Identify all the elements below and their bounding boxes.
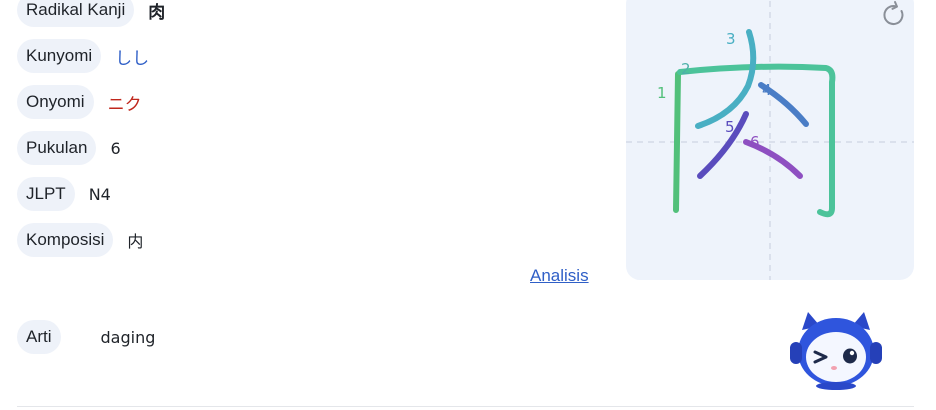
stroke-number-6: 6 <box>750 133 760 151</box>
onyomi-value[interactable]: ニク <box>107 94 142 115</box>
kunyomi-row: Kunyomi しし <box>17 39 149 73</box>
analysis-link[interactable]: Analisis <box>530 266 589 285</box>
pukulan-value: 6 <box>110 138 121 158</box>
komposisi-label: Komposisi <box>17 223 114 257</box>
onyomi-row: Onyomi ニク <box>17 85 142 119</box>
stroke-order-diagram: 1 2 3 4 5 6 <box>626 0 914 280</box>
stroke-order-panel: 1 2 3 4 5 6 <box>626 0 914 280</box>
stroke-2 <box>677 63 836 218</box>
stroke-4 <box>758 82 809 127</box>
stroke-1 <box>673 71 681 213</box>
section-divider <box>17 406 914 407</box>
meaning-value: daging <box>100 327 156 347</box>
radikal-row: Radikal Kanji 肉 <box>17 0 165 27</box>
stroke-6 <box>743 139 803 179</box>
radikal-value: 肉 <box>148 2 166 23</box>
mascot-robot-icon[interactable] <box>788 312 884 390</box>
stroke-3 <box>695 29 757 129</box>
komposisi-row: Komposisi 内 <box>17 223 143 257</box>
komposisi-value[interactable]: 内 <box>127 232 144 251</box>
jlpt-value: N4 <box>88 184 111 204</box>
stroke-number-4: 4 <box>762 81 772 99</box>
refresh-icon[interactable] <box>883 1 904 25</box>
onyomi-label: Onyomi <box>17 85 94 119</box>
kunyomi-label: Kunyomi <box>17 39 102 73</box>
radikal-label: Radikal Kanji <box>17 0 135 27</box>
stroke-number-1: 1 <box>657 84 667 102</box>
meaning-label: Arti <box>17 320 61 354</box>
jlpt-label: JLPT <box>17 177 75 211</box>
stroke-number-3: 3 <box>726 30 736 48</box>
kunyomi-value[interactable]: しし <box>115 48 150 69</box>
meaning-row: Arti daging <box>17 320 155 354</box>
pukulan-row: Pukulan 6 <box>17 131 121 165</box>
pukulan-label: Pukulan <box>17 131 97 165</box>
stroke-number-5: 5 <box>725 118 735 136</box>
jlpt-row: JLPT N4 <box>17 177 111 211</box>
stroke-5 <box>697 111 749 179</box>
stroke-number-2: 2 <box>681 60 691 78</box>
